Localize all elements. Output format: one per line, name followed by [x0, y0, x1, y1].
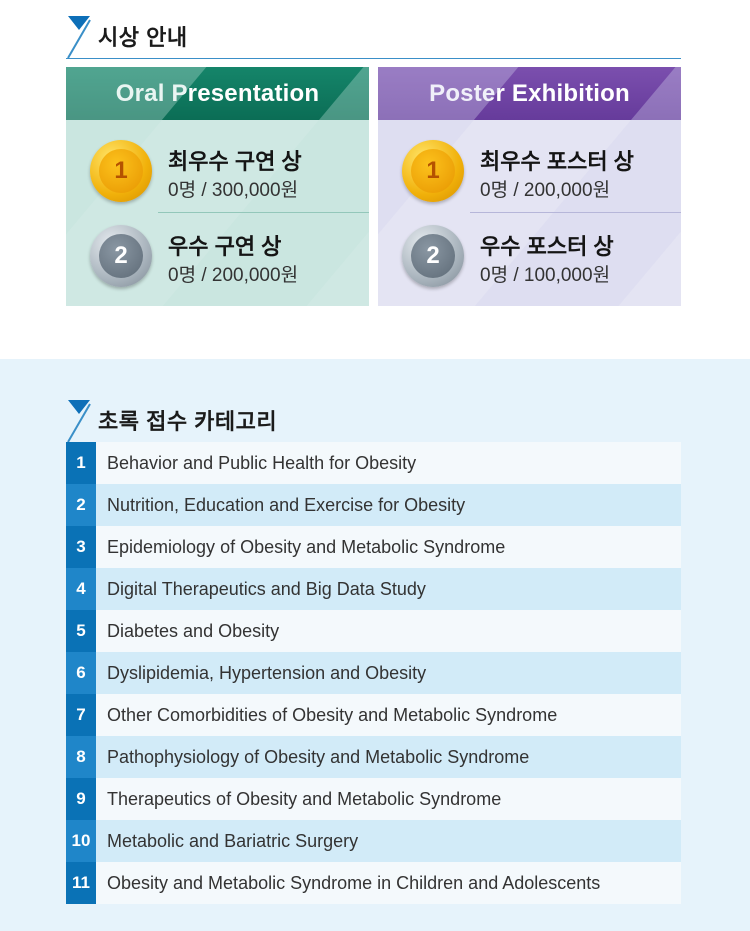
category-list: 1 Behavior and Public Health for Obesity… — [66, 442, 681, 904]
medal-rank: 2 — [411, 234, 455, 278]
category-label: Epidemiology of Obesity and Metabolic Sy… — [96, 526, 681, 568]
medal-rank: 1 — [99, 149, 143, 193]
medal-rank: 2 — [99, 234, 143, 278]
category-number: 5 — [66, 610, 96, 652]
category-label: Diabetes and Obesity — [96, 610, 681, 652]
award-divider — [158, 212, 369, 213]
award-item: 1 최우수 포스터 상 0명 / 200,000원 — [378, 122, 681, 213]
oral-presentation-card: Oral Presentation 1 최우수 구연 상 0명 / 300,00… — [66, 67, 369, 306]
award-divider — [470, 212, 681, 213]
categories-section-title: 초록 접수 카테고리 — [98, 409, 278, 434]
award-name: 최우수 포스터 상 — [480, 149, 634, 174]
category-number: 10 — [66, 820, 96, 862]
category-label: Dyslipidemia, Hypertension and Obesity — [96, 652, 681, 694]
category-number: 3 — [66, 526, 96, 568]
category-row: 6 Dyslipidemia, Hypertension and Obesity — [66, 652, 681, 694]
category-row: 10 Metabolic and Bariatric Surgery — [66, 820, 681, 862]
category-row: 4 Digital Therapeutics and Big Data Stud… — [66, 568, 681, 610]
award-name: 최우수 구연 상 — [168, 149, 302, 174]
heading-flag-icon — [67, 16, 91, 58]
award-detail: 0명 / 200,000원 — [168, 265, 299, 286]
category-number: 11 — [66, 862, 96, 904]
award-name: 우수 구연 상 — [168, 234, 282, 259]
category-row: 7 Other Comorbidities of Obesity and Met… — [66, 694, 681, 736]
oral-card-heading: Oral Presentation — [66, 67, 369, 120]
category-number: 9 — [66, 778, 96, 820]
award-item: 1 최우수 구연 상 0명 / 300,000원 — [66, 122, 369, 213]
category-label: Behavior and Public Health for Obesity — [96, 442, 681, 484]
medal-rank: 1 — [411, 149, 455, 193]
category-number: 2 — [66, 484, 96, 526]
award-detail: 0명 / 300,000원 — [168, 180, 299, 201]
category-label: Other Comorbidities of Obesity and Metab… — [96, 694, 681, 736]
category-number: 6 — [66, 652, 96, 694]
category-label: Therapeutics of Obesity and Metabolic Sy… — [96, 778, 681, 820]
category-number: 8 — [66, 736, 96, 778]
award-detail: 0명 / 200,000원 — [480, 180, 611, 201]
category-number: 4 — [66, 568, 96, 610]
heading-flag-icon — [67, 400, 91, 442]
poster-card-heading: Poster Exhibition — [378, 67, 681, 120]
award-detail: 0명 / 100,000원 — [480, 265, 611, 286]
gold-medal-icon: 1 — [90, 140, 152, 202]
category-label: Obesity and Metabolic Syndrome in Childr… — [96, 862, 681, 904]
award-item: 2 우수 구연 상 0명 / 200,000원 — [66, 207, 369, 287]
poster-exhibition-card: Poster Exhibition 1 최우수 포스터 상 0명 / 200,0… — [378, 67, 681, 306]
category-row: 3 Epidemiology of Obesity and Metabolic … — [66, 526, 681, 568]
category-row: 9 Therapeutics of Obesity and Metabolic … — [66, 778, 681, 820]
award-item: 2 우수 포스터 상 0명 / 100,000원 — [378, 207, 681, 287]
award-name: 우수 포스터 상 — [480, 234, 614, 259]
category-label: Nutrition, Education and Exercise for Ob… — [96, 484, 681, 526]
category-label: Pathophysiology of Obesity and Metabolic… — [96, 736, 681, 778]
silver-medal-icon: 2 — [402, 225, 464, 287]
category-label: Digital Therapeutics and Big Data Study — [96, 568, 681, 610]
awards-section-title: 시상 안내 — [98, 25, 188, 50]
category-row: 1 Behavior and Public Health for Obesity — [66, 442, 681, 484]
category-number: 1 — [66, 442, 96, 484]
heading-divider — [66, 58, 681, 59]
category-row: 2 Nutrition, Education and Exercise for … — [66, 484, 681, 526]
silver-medal-icon: 2 — [90, 225, 152, 287]
category-row: 11 Obesity and Metabolic Syndrome in Chi… — [66, 862, 681, 904]
category-row: 8 Pathophysiology of Obesity and Metabol… — [66, 736, 681, 778]
category-row: 5 Diabetes and Obesity — [66, 610, 681, 652]
category-number: 7 — [66, 694, 96, 736]
gold-medal-icon: 1 — [402, 140, 464, 202]
category-label: Metabolic and Bariatric Surgery — [96, 820, 681, 862]
